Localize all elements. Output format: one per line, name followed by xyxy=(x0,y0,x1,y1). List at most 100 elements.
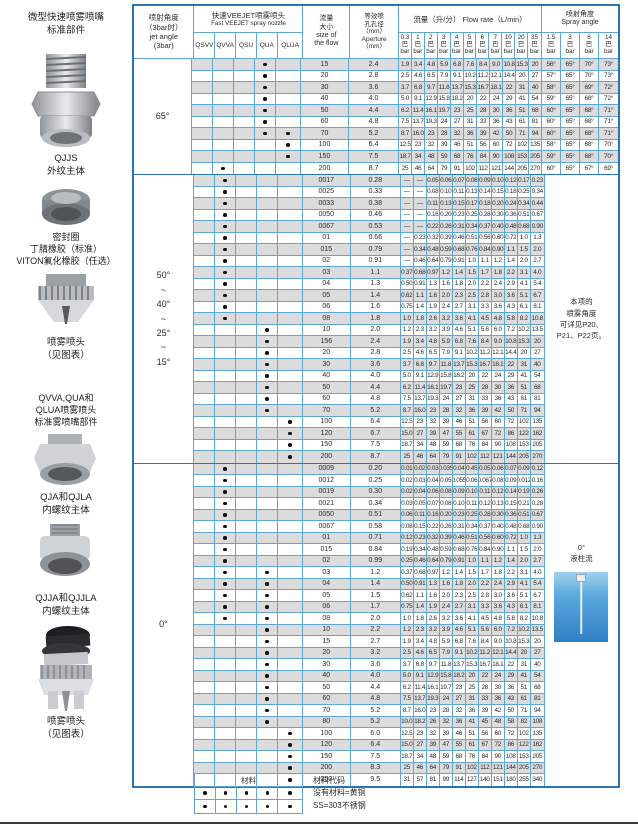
availability-dot xyxy=(265,339,269,343)
flow-rate-value: 2.3 xyxy=(453,290,466,301)
flow-rate-value: 13.7 xyxy=(414,693,427,704)
flow-rate-value: 6.8 xyxy=(414,359,427,370)
availability-dot xyxy=(223,559,227,563)
model-mark-qsvv xyxy=(192,116,213,127)
model-mark-qua xyxy=(257,370,278,381)
model-mark-qvva xyxy=(215,451,236,463)
flow-rate-value: 0.39 xyxy=(440,532,453,543)
aperture-value: 1.5 xyxy=(351,590,401,601)
availability-dot xyxy=(244,791,249,795)
flow-rate-value: 0.05 xyxy=(440,475,453,486)
flow-rate-value: 86 xyxy=(505,428,518,439)
flow-rate-value: 36 xyxy=(492,693,505,704)
aperture-value: 0.71 xyxy=(351,532,401,543)
flow-size-value: 150 xyxy=(303,439,351,450)
flow-rate-value: 114 xyxy=(453,774,466,786)
model-mark-qua xyxy=(255,128,276,139)
flow-size-value: 0019 xyxy=(303,486,351,497)
model-mark-qlua xyxy=(278,221,303,232)
model-mark-qvva xyxy=(215,762,236,773)
flow-rate-value: 42 xyxy=(492,705,505,716)
sidebar-label-qvva-group: QVVA,QUA和 QLUA喷雾喷头 标准雾喷嘴部件 xyxy=(34,393,98,428)
flow-rate-value: 54 xyxy=(529,93,542,104)
flow-rate-value: 0.32 xyxy=(427,232,440,243)
availability-dot xyxy=(265,697,269,701)
flow-rate-value: 15.8 xyxy=(440,370,453,381)
header-flow-size: 流量 大小 size of the flow xyxy=(303,6,351,58)
model-mark-qlua xyxy=(278,509,303,520)
flow-rate-value: 20 xyxy=(534,337,541,345)
spray-angle-value: 65° xyxy=(561,70,580,81)
flow-rate-value: 43 xyxy=(505,693,518,704)
flow-rate-value: 15.0 xyxy=(401,428,414,439)
model-mark-qua xyxy=(257,555,278,566)
flow-rate-value: 9.7 xyxy=(425,82,438,93)
flow-rate-value: 5.0 xyxy=(401,670,414,681)
aperture-value: 1.4 xyxy=(351,290,401,301)
aperture-value: 2.4 xyxy=(349,59,399,70)
flow-rate-value: 1.3 xyxy=(427,578,440,589)
header-nozzle-group: 快速VEEJET喷雾喷头 Fast VEEJET spray nozzle QS… xyxy=(194,6,304,58)
flow-rate-value: 0.91 xyxy=(414,578,427,589)
spray-angle-value: 68° xyxy=(580,116,599,127)
flow-rate-value: 40 xyxy=(534,660,541,668)
flow-rate-value: 1.1 xyxy=(479,255,492,266)
flow-rate-value: 2.3 xyxy=(414,624,427,635)
flow-rate-value: 0.34 xyxy=(466,221,479,232)
flow-rate-value: 1.5 xyxy=(518,244,531,255)
flow-rate-value: 7.9 xyxy=(440,647,453,658)
flow-rate-value: 0.90 xyxy=(492,244,505,255)
flow-rate-value: 0.18 xyxy=(505,186,518,197)
table-row: 00090.200.010.020.030.0350.040.450.050.0… xyxy=(193,463,544,475)
flow-rate-value: 6.7 xyxy=(533,291,542,299)
flow-rate-value: 1.5 xyxy=(466,567,479,578)
flow-rate-value: 10.2 xyxy=(518,624,531,635)
model-mark-qlua xyxy=(276,59,301,70)
flow-rate-value: 0.51 xyxy=(466,232,479,243)
availability-dot xyxy=(265,662,269,666)
availability-dot xyxy=(265,570,269,574)
flow-rate-value: 1.5 xyxy=(518,544,531,555)
flow-rate-value: 42 xyxy=(490,128,503,139)
model-mark-qsu xyxy=(236,509,257,520)
flow-rate-value: 61 xyxy=(518,393,531,404)
flow-rate-value: 4.0 xyxy=(533,268,542,276)
flow-rate-value: 0.08 xyxy=(440,498,453,509)
table-row: 06 1.7 0.75 1.4 1.9 2.4 2.7 3.1 3.3 3.6 4.3 6.1 8.1 xyxy=(193,601,544,613)
model-mark-qsvv xyxy=(194,347,215,358)
availability-dot xyxy=(223,178,227,182)
flow-rate-value: 27 xyxy=(453,393,466,404)
flow-rate-value: 46 xyxy=(414,762,427,773)
flow-rate-value: 9.7 xyxy=(427,359,440,370)
flow-size-value: 150 xyxy=(301,151,349,162)
aperture-value: 4.0 xyxy=(349,93,399,104)
flow-rate-value: 3.1 xyxy=(466,601,479,612)
header-pressure-3-bar: 3 巴 bar xyxy=(561,33,580,58)
flow-rate-value: 12.9 xyxy=(427,670,440,681)
table-body: 65° 15 2.4 1.9 3.4 4.8 5.9 6.8 7.6 8.4 9.0 10.8 15.3… xyxy=(134,59,618,786)
flow-rate-value: 2.7 xyxy=(533,257,542,265)
flow-rate-value: 2.7 xyxy=(533,557,542,565)
spray-angle-value: 65° xyxy=(561,105,580,116)
model-mark-qua xyxy=(257,405,278,416)
header-pressure-35-bar: 35 巴 bar xyxy=(529,34,540,55)
flow-rate-value: 31 xyxy=(518,659,531,670)
flow-rate-value: 29 xyxy=(503,93,516,104)
flow-rate-value: 68 xyxy=(453,751,466,762)
flow-rate-value: 102 xyxy=(516,139,529,150)
flow-rate-value: 0.68 xyxy=(414,567,427,578)
flow-rate-value: 0.03 xyxy=(427,463,440,474)
flow-rate-value: 1.0 xyxy=(466,255,479,266)
model-mark-qvva xyxy=(215,359,236,370)
header-pressure-7-bar: 7 巴 bar xyxy=(489,33,503,58)
flow-rate-value: 25 xyxy=(399,162,412,174)
flow-rate-value: 1.8 xyxy=(453,278,466,289)
availability-dot xyxy=(263,131,267,135)
flow-rate-value: 7.5 xyxy=(401,693,414,704)
flow-size-value: 70 xyxy=(301,128,349,139)
flow-rate-value: 0.15 xyxy=(414,521,427,532)
flow-rate-value: 112 xyxy=(477,162,490,174)
model-mark-qsvv xyxy=(194,244,215,255)
model-mark-qsu xyxy=(236,290,257,301)
model-mark-qsvv xyxy=(194,336,215,347)
